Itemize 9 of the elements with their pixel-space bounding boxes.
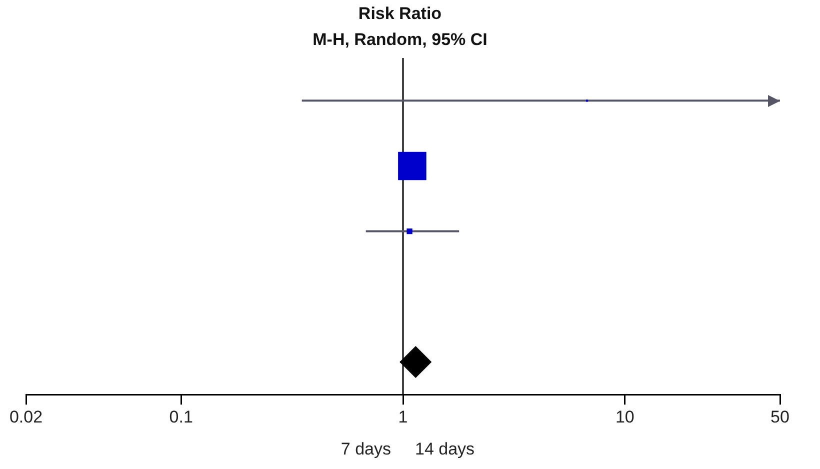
- x-tick-label: 10: [615, 407, 634, 426]
- x-tick-label: 1: [398, 407, 408, 426]
- x-tick-label: 0.1: [169, 407, 193, 426]
- chart-subtitle: M-H, Random, 95% CI: [312, 30, 488, 50]
- text: 14 days: [415, 440, 475, 459]
- text: 7 days: [340, 440, 391, 459]
- x-tick-label: 50: [770, 407, 790, 426]
- chart-title: Risk Ratio: [357, 4, 443, 24]
- x-tick-label: 0.02: [9, 407, 43, 426]
